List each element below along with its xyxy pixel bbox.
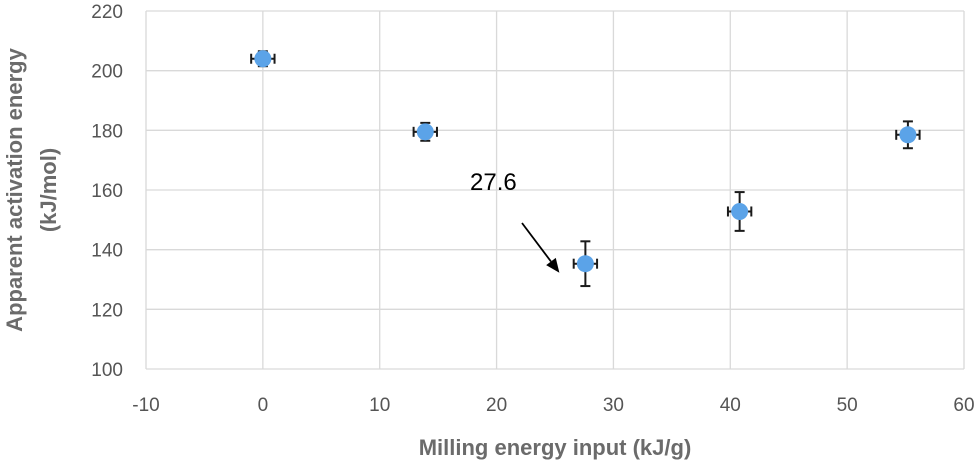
x-tick-label: -10: [132, 395, 159, 416]
data-point: [254, 50, 272, 68]
y-tick-label: 220: [91, 2, 123, 23]
annotation-label: 27.6: [470, 169, 517, 196]
y-tick-label: 180: [91, 121, 123, 142]
data-point: [731, 202, 749, 220]
y-axis-title-line-2: (kJ/mol): [36, 148, 61, 232]
data-points: [254, 50, 917, 273]
annotation-arrowhead: [546, 257, 560, 273]
annotation: 27.6: [470, 169, 560, 273]
y-tick-label: 120: [91, 300, 123, 321]
y-tick-label: 160: [91, 181, 123, 202]
y-tick-labels: 100 120 140 160 180 200 220: [91, 2, 123, 381]
x-tick-label: 20: [486, 395, 507, 416]
x-tick-label: 30: [603, 395, 624, 416]
x-axis-title: Milling energy input (kJ/g): [419, 435, 692, 460]
y-axis-title-line-1: Apparent activation energy: [2, 47, 27, 331]
data-point: [899, 126, 917, 144]
grid: [145, 10, 965, 370]
x-tick-labels: -10 0 10 20 30 40 50 60: [132, 395, 974, 416]
y-tick-label: 140: [91, 241, 123, 262]
x-tick-label: 0: [258, 395, 269, 416]
x-tick-label: 50: [837, 395, 858, 416]
y-axis-title: Apparent activation energy (kJ/mol): [2, 47, 61, 331]
error-bars: [250, 50, 921, 288]
x-tick-label: 10: [369, 395, 390, 416]
y-tick-label: 100: [91, 360, 123, 381]
y-tick-label: 200: [91, 62, 123, 83]
annotation-arrow: [521, 222, 552, 263]
x-tick-label: 60: [953, 395, 974, 416]
x-tick-label: 40: [720, 395, 741, 416]
data-point: [576, 255, 594, 273]
data-point: [416, 123, 434, 141]
